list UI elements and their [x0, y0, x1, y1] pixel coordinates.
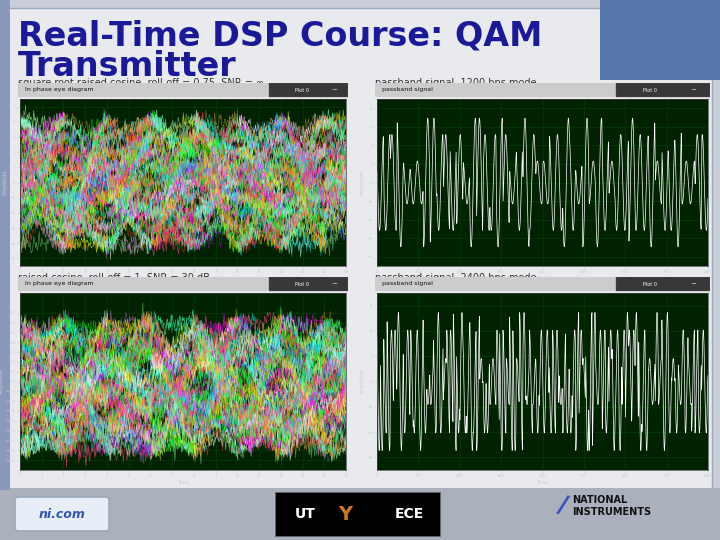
- Text: In phase eye diagram: In phase eye diagram: [24, 281, 93, 287]
- Bar: [616, 83, 710, 97]
- Text: NATIONAL
INSTRUMENTS: NATIONAL INSTRUMENTS: [572, 495, 651, 517]
- Bar: [18, 277, 348, 291]
- Bar: [8, 8, 712, 490]
- FancyBboxPatch shape: [15, 497, 109, 531]
- Bar: [275, 492, 440, 536]
- Text: Y: Y: [338, 504, 352, 523]
- Text: raised cosine, roll-off = 1, SNR = 30 dB: raised cosine, roll-off = 1, SNR = 30 dB: [18, 273, 210, 283]
- Bar: [18, 83, 348, 97]
- Bar: [375, 83, 710, 97]
- Y-axis label: Amplitude: Amplitude: [0, 369, 4, 394]
- Text: In phase eye diagram: In phase eye diagram: [24, 87, 93, 92]
- Text: passband signal: passband signal: [382, 281, 433, 287]
- Text: ~: ~: [331, 87, 338, 93]
- Bar: [375, 277, 710, 291]
- Y-axis label: Amplitude: Amplitude: [360, 369, 365, 394]
- Text: ni.com: ni.com: [39, 508, 86, 521]
- Text: ECE: ECE: [395, 507, 424, 521]
- Text: ~: ~: [690, 87, 696, 93]
- Bar: [616, 277, 710, 291]
- X-axis label: Time: Time: [177, 275, 189, 281]
- Text: Plot 0: Plot 0: [295, 87, 309, 92]
- Bar: [0, 488, 720, 540]
- Text: ~: ~: [331, 281, 338, 287]
- Text: Real-Time DSP Course: QAM: Real-Time DSP Course: QAM: [18, 20, 542, 53]
- Text: Transmitter: Transmitter: [18, 50, 237, 83]
- Y-axis label: Amplitude: Amplitude: [360, 170, 365, 195]
- X-axis label: Time: Time: [177, 480, 189, 484]
- Text: ~: ~: [690, 281, 696, 287]
- Text: /: /: [555, 492, 570, 518]
- X-axis label: Time: Time: [536, 480, 549, 484]
- X-axis label: Time: Time: [536, 275, 549, 281]
- Text: Plot 0: Plot 0: [643, 281, 657, 287]
- Text: passband signal: passband signal: [382, 87, 433, 92]
- Text: Plot 0: Plot 0: [295, 281, 309, 287]
- Text: square root raised cosine, roll-off = 0.75, SNR = ∞: square root raised cosine, roll-off = 0.…: [18, 78, 264, 88]
- Text: UT: UT: [295, 507, 316, 521]
- Bar: [269, 277, 348, 291]
- Bar: [0, 0, 10, 490]
- Bar: [269, 83, 348, 97]
- Text: Plot 0: Plot 0: [643, 87, 657, 92]
- Text: passband signal, 2400 bps mode: passband signal, 2400 bps mode: [375, 273, 536, 283]
- Bar: [600, 0, 720, 80]
- Y-axis label: Amplitude: Amplitude: [4, 170, 9, 195]
- Text: passband signal, 1200 bps mode: passband signal, 1200 bps mode: [375, 78, 536, 88]
